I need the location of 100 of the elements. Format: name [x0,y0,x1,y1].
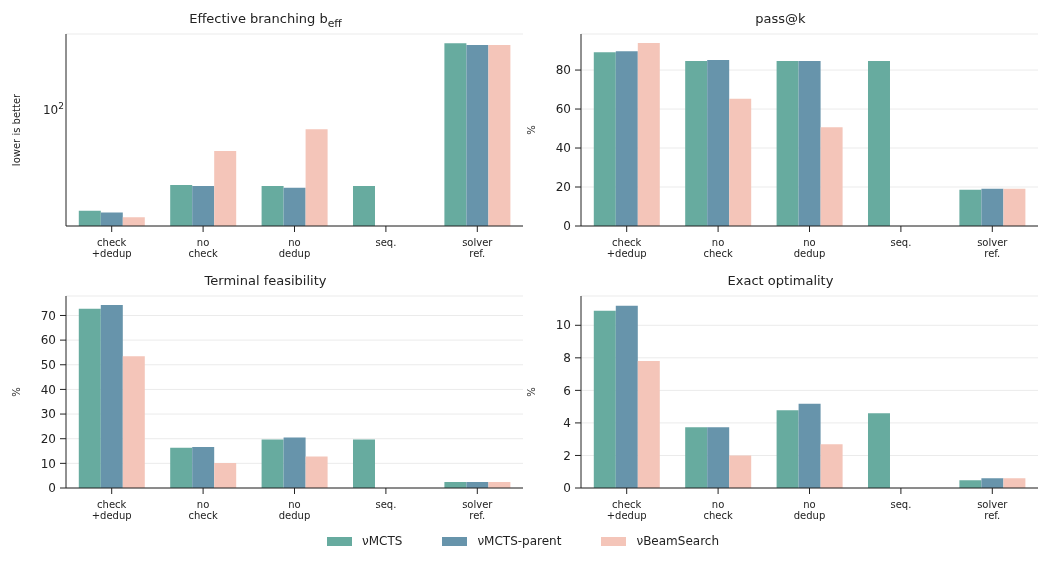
x-tick-label: no dedup [278,499,311,521]
legend-label: νMCTS [361,534,403,548]
bar [729,455,752,488]
bar [214,151,237,226]
bar [122,356,145,488]
x-tick-label: solver ref. [462,499,494,521]
x-tick-label: check +dedup [91,237,132,259]
bar [466,44,489,226]
bar [868,413,890,488]
y-tick-label: 60 [555,102,571,117]
bar [305,456,328,488]
bar [637,42,660,226]
y-tick-label: 30 [40,407,56,422]
bar [820,444,843,488]
bar [261,185,284,226]
bar [1003,188,1026,226]
bar [685,60,708,226]
bar [615,305,638,488]
bar [776,410,799,488]
y-tick-label: 10 [40,456,56,471]
x-tick-label: check +dedup [91,499,132,521]
y-tick-label: 40 [555,141,571,156]
bar [192,185,215,226]
bar [981,478,1004,488]
bar [78,308,101,488]
y-tick-label: 70 [40,308,56,323]
y-tick-label: 0 [563,481,571,496]
y-tick-label: 0 [563,219,571,234]
bar [170,185,193,226]
y-tick-label: 20 [555,180,571,195]
bar [798,60,821,226]
x-tick-label: no check [188,499,218,521]
bar [707,427,730,488]
legend-label: νBeamSearch [636,534,720,548]
bar [353,185,375,226]
bar [283,187,306,226]
y-tick-label: 0 [48,481,56,496]
y-axis-title: % [10,387,22,397]
bar [122,217,145,226]
bar [100,212,123,226]
bar [637,361,660,488]
y-tick-label: 10 [555,318,571,333]
chart-title: Exact optimality [726,272,835,290]
y-axis-title: % [525,125,537,135]
x-tick-label: no check [703,237,733,259]
bar [283,437,306,488]
bar [305,129,328,226]
bar [214,463,237,488]
bar [1003,478,1026,488]
y-axis-title: % [525,387,537,397]
bar [959,189,982,226]
bar [444,43,467,226]
bar [868,60,890,226]
x-tick-label: no check [188,237,218,259]
x-tick-label: solver ref. [977,499,1009,521]
x-tick-label: seq. [375,237,397,248]
bar [685,427,708,488]
bar [170,447,193,488]
y-tick-label: 20 [40,431,56,446]
bar [593,310,616,488]
y-tick-label: 6 [563,383,571,398]
x-tick-label: check +dedup [606,237,647,259]
bar [729,98,752,226]
bar [776,60,799,226]
y-tick-label: 2 [563,448,571,463]
text: 10$^{2}$ [42,101,64,118]
x-tick-label: solver ref. [977,237,1009,259]
bar [261,439,284,488]
bar [192,447,215,488]
y-tick-label: 8 [563,351,571,366]
bar [593,52,616,226]
chart-title: Effective branching b$_{eff}$ [188,10,343,30]
bar [798,403,821,488]
x-tick-label: seq. [890,499,912,510]
x-tick-label: no dedup [793,499,826,521]
bar [615,51,638,226]
chart-title: pass@k [754,10,807,28]
y-tick-label: 60 [40,333,56,348]
bar [78,210,101,226]
bar [353,439,375,488]
x-tick-label: no check [703,499,733,521]
bar [707,59,730,226]
bar [959,480,982,488]
x-tick-label: no dedup [793,237,826,259]
x-tick-label: check +dedup [606,499,647,521]
x-tick-label: solver ref. [462,237,494,259]
bar [488,44,511,226]
y-tick-label: 4 [563,416,571,431]
x-tick-label: no dedup [278,237,311,259]
bar [981,188,1004,226]
y-tick-label: 50 [40,357,56,372]
legend-label: νMCTS-parent [477,534,562,548]
y-tick-label: 80 [555,63,571,78]
chart-title: Terminal feasibility [203,272,328,290]
x-tick-label: seq. [890,237,912,248]
y-axis-title: lower is better [10,92,22,167]
bar [820,127,843,226]
bar [100,305,123,488]
x-tick-label: seq. [375,499,397,510]
y-tick-label: 40 [40,382,56,397]
